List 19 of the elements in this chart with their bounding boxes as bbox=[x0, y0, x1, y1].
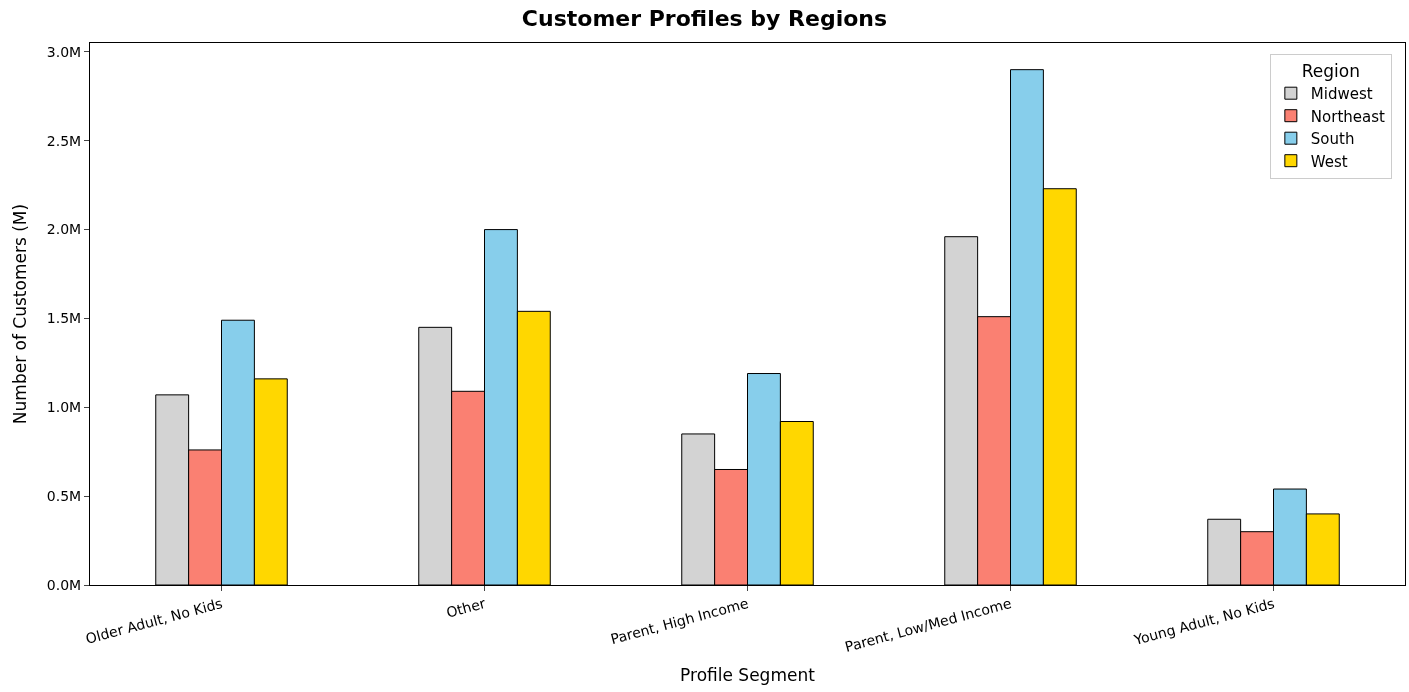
x-tick-label: Other bbox=[444, 594, 488, 621]
x-tick-label: Young Adult, No Kids bbox=[1131, 595, 1277, 649]
legend-label: South bbox=[1310, 130, 1355, 149]
y-tick-label: 0.0M bbox=[46, 576, 82, 593]
y-tick-label: 0.5M bbox=[46, 488, 82, 505]
y-tick-label: 2.5M bbox=[46, 132, 82, 149]
x-axis-title: Profile Segment bbox=[680, 665, 816, 686]
legend-label: Northeast bbox=[1310, 107, 1386, 126]
y-tick-label: 1.0M bbox=[46, 399, 82, 416]
chart-title: Customer Profiles by Regions bbox=[521, 5, 888, 31]
x-tick-label: Older Adult, No Kids bbox=[84, 595, 225, 647]
legend-label: West bbox=[1310, 152, 1348, 171]
x-tick-label: Parent, High Income bbox=[608, 595, 751, 648]
y-tick-label: 1.5M bbox=[46, 310, 82, 327]
legend-label: Midwest bbox=[1310, 85, 1373, 104]
legend-title: Region bbox=[1301, 60, 1360, 81]
y-axis-title: Number of Customers (M) bbox=[10, 203, 31, 425]
y-tick-label: 2.0M bbox=[46, 221, 82, 238]
y-tick-label: 3.0M bbox=[46, 43, 82, 60]
